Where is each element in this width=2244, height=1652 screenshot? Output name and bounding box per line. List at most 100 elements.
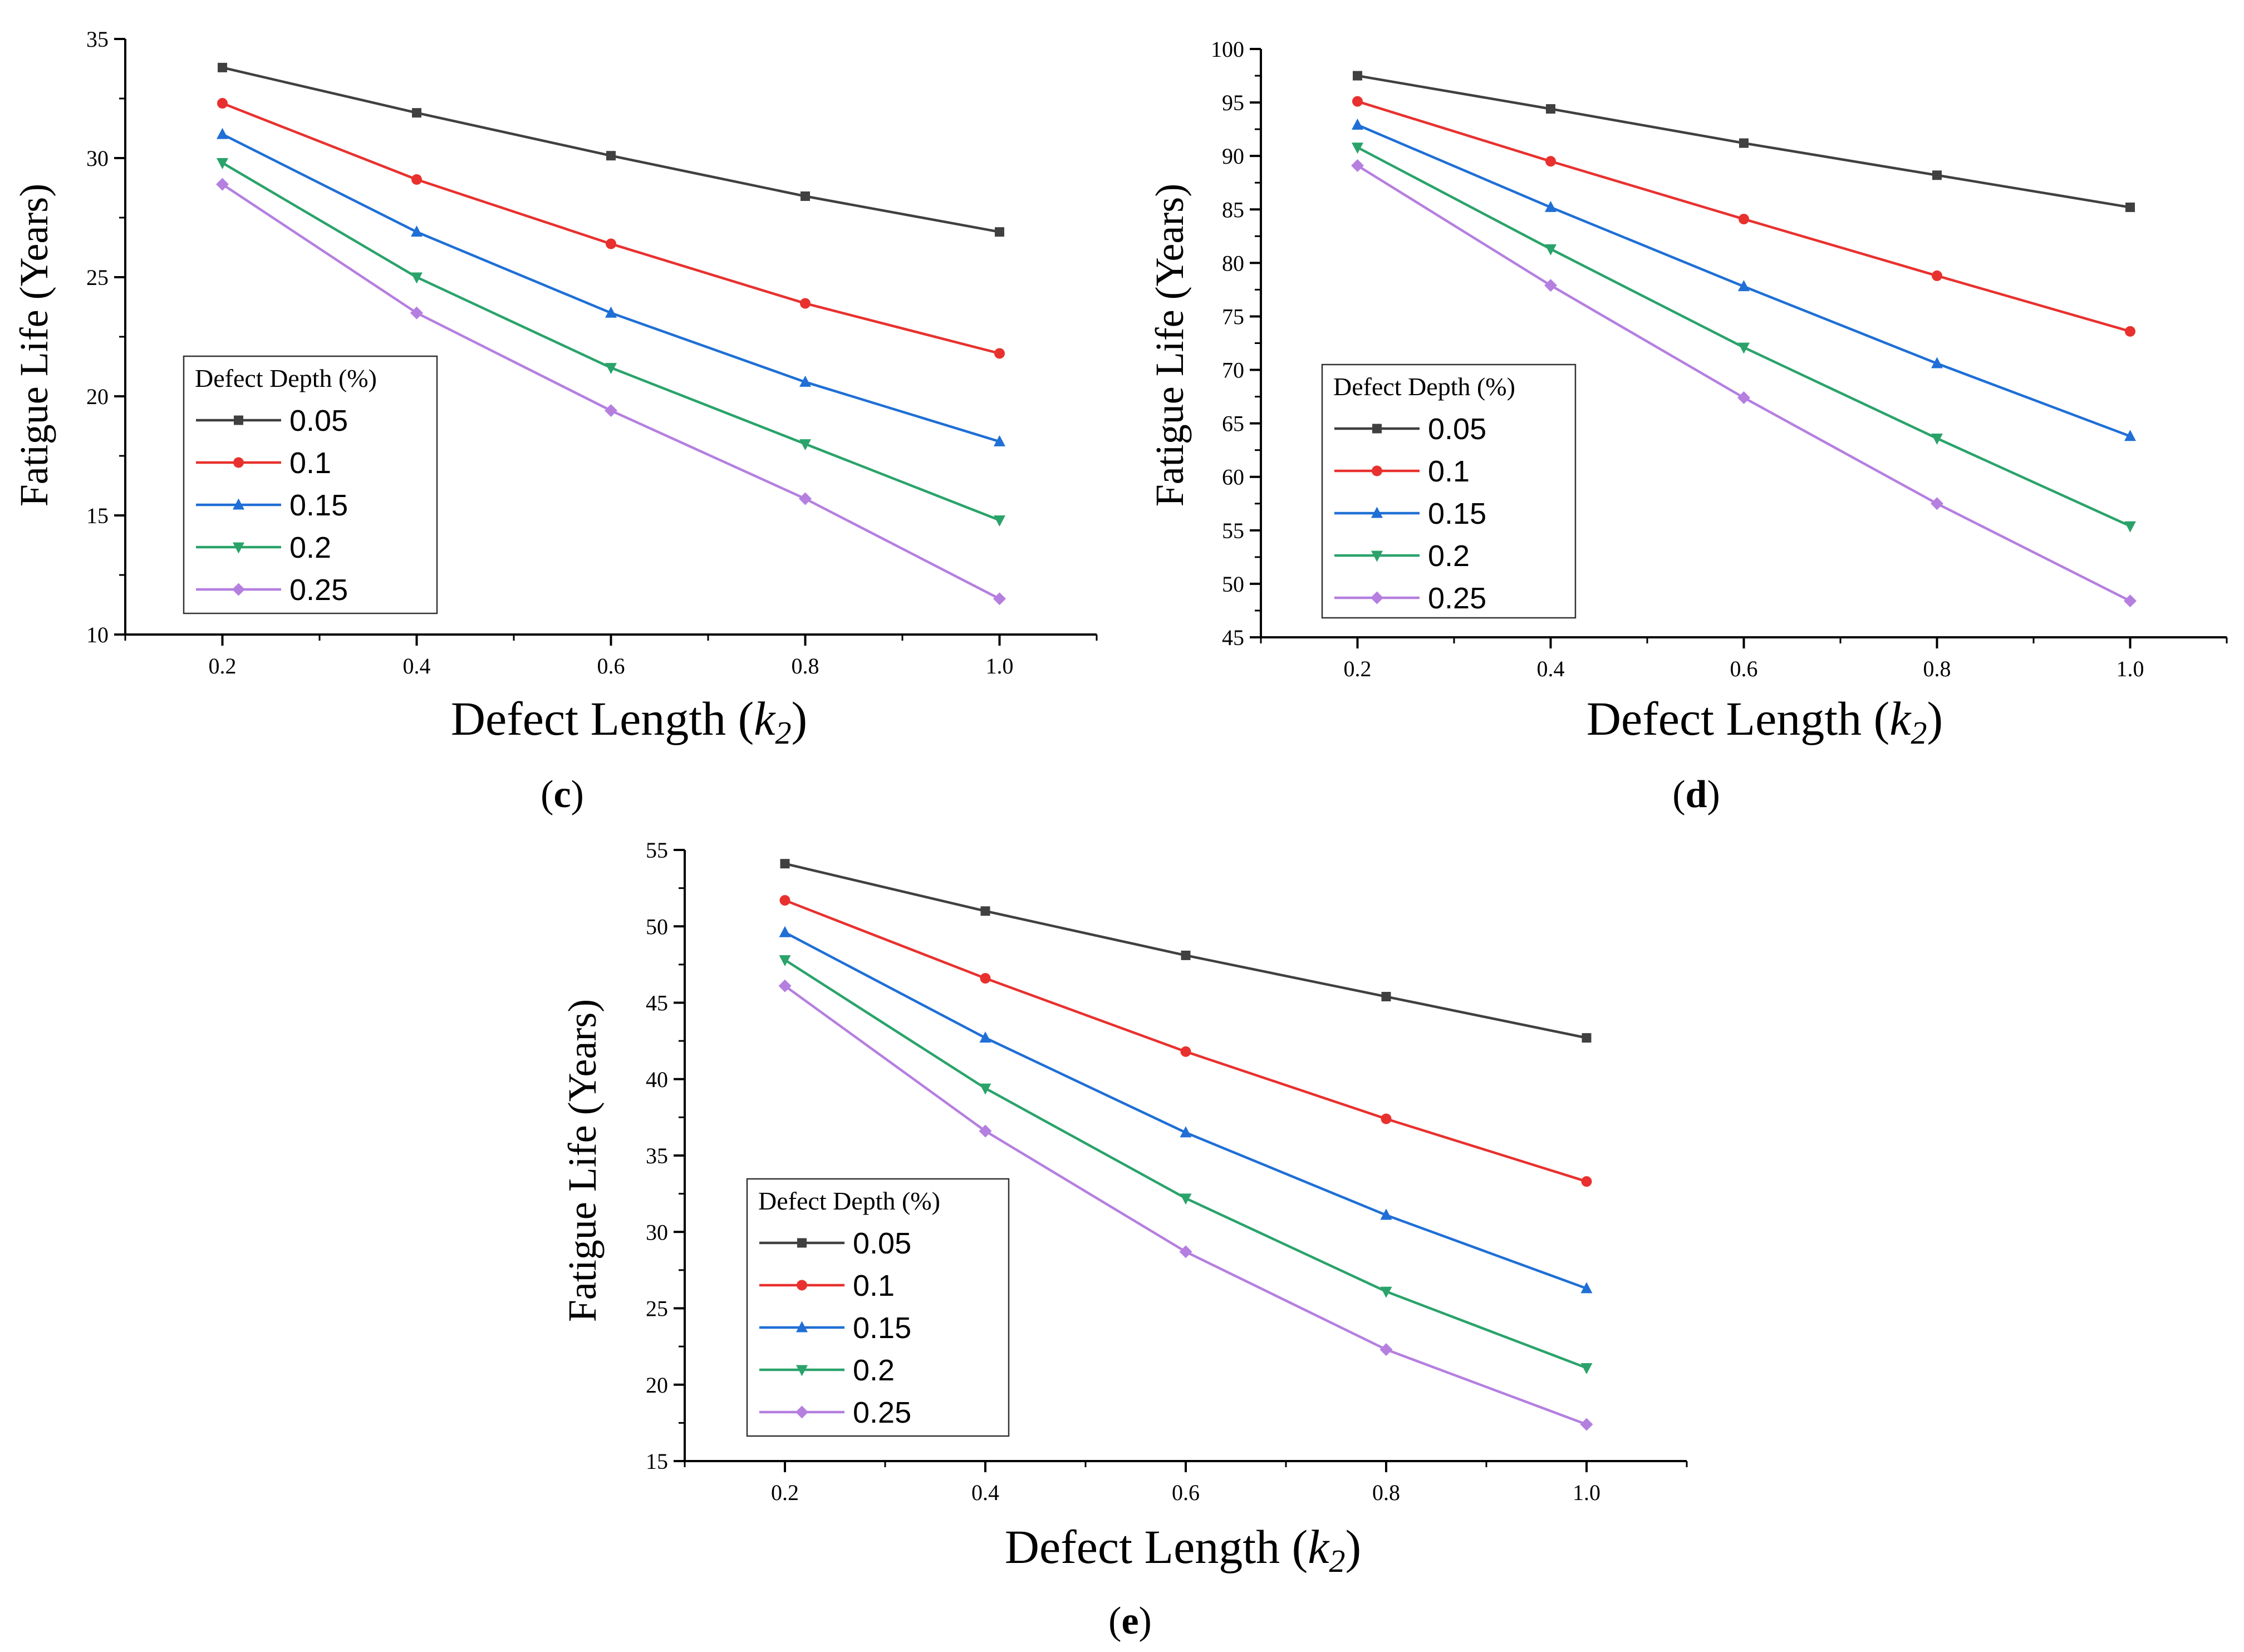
data-point — [1738, 280, 1750, 292]
series-0.05 — [218, 62, 1004, 237]
legend-marker — [232, 583, 245, 596]
legend-label: 0.25 — [289, 573, 348, 607]
y-tick-label: 90 — [1222, 144, 1244, 169]
legend-box — [746, 1178, 1010, 1437]
series-0.05 — [780, 859, 1592, 1043]
data-point — [2125, 202, 2135, 212]
series-0.1 — [217, 98, 1005, 359]
panel-label: (e) — [1108, 1600, 1152, 1643]
data-point — [1180, 1193, 1192, 1205]
data-point — [1738, 342, 1750, 354]
x-tick-label: 0.6 — [1172, 1480, 1200, 1505]
data-point — [1352, 118, 1363, 130]
data-point — [1739, 138, 1749, 148]
x-tick-label: 1.0 — [2117, 656, 2144, 681]
x-axis-title: Defect Length (k2) — [1587, 692, 1943, 751]
y-tick-label: 15 — [86, 503, 109, 528]
legend: Defect Depth (%) 0.05 0.1 0.15 0.2 0.25 — [746, 1178, 1010, 1437]
x-tick-label: 0.2 — [209, 653, 237, 678]
legend-label: 0.05 — [289, 404, 348, 437]
data-point — [1544, 279, 1557, 292]
data-point — [605, 306, 617, 318]
legend-title: Defect Depth (%) — [758, 1187, 940, 1215]
x-tick-label: 0.8 — [1923, 656, 1951, 681]
y-tick-label: 30 — [646, 1220, 668, 1245]
legend-label: 0.15 — [853, 1311, 911, 1345]
series-0.15 — [779, 926, 1593, 1294]
y-tick-label: 95 — [1222, 90, 1244, 115]
legend-label: 0.25 — [853, 1396, 911, 1429]
data-point — [1581, 1176, 1592, 1187]
data-point — [2124, 594, 2137, 608]
legend-marker — [1371, 550, 1383, 562]
series-0.15 — [217, 127, 1005, 446]
data-point — [217, 127, 228, 139]
y-tick-label: 10 — [86, 622, 109, 647]
legend-marker — [796, 1321, 808, 1333]
data-point — [799, 439, 811, 451]
x-tick-label: 0.4 — [971, 1480, 999, 1505]
legend-marker — [797, 1280, 807, 1291]
x-tick-label: 1.0 — [986, 653, 1014, 678]
legend-label: 0.2 — [853, 1354, 895, 1387]
series-0.2 — [1352, 142, 2136, 533]
y-tick-label: 100 — [1211, 37, 1244, 62]
series-0.2 — [217, 158, 1005, 527]
data-point — [1739, 214, 1749, 225]
x-tick-label: 0.2 — [771, 1480, 799, 1505]
data-point — [411, 272, 423, 284]
y-axis-title: Fatigue Life (Years) — [1147, 184, 1192, 507]
legend-label: 0.1 — [289, 446, 331, 480]
legend-title: Defect Depth (%) — [1333, 372, 1515, 401]
chart-panel-d: 45 50 55 60 65 70 75 80 85 90 95 100 0.2 0.4 0.6 0.8 1.0… — [1147, 37, 2228, 816]
legend-marker — [233, 542, 244, 554]
data-point — [217, 98, 228, 109]
legend-label: 0.25 — [1428, 582, 1486, 615]
y-axis-title: Fatigue Life (Years) — [560, 999, 605, 1322]
x-tick-label: 0.2 — [1344, 656, 1372, 681]
data-point — [1932, 170, 1942, 180]
data-point — [411, 174, 422, 185]
data-point — [1580, 1363, 1593, 1375]
y-tick-label: 20 — [646, 1373, 668, 1398]
legend-label: 0.05 — [1428, 412, 1486, 446]
data-point — [411, 225, 423, 237]
data-point — [980, 973, 991, 984]
data-point — [1580, 1282, 1593, 1294]
data-point — [800, 298, 811, 309]
y-tick-label: 80 — [1222, 250, 1244, 276]
legend-label: 0.2 — [1428, 539, 1470, 573]
data-point — [216, 178, 229, 191]
data-point — [979, 1031, 991, 1043]
data-point — [1180, 1126, 1192, 1138]
data-point — [1381, 992, 1391, 1002]
legend-marker — [1371, 591, 1383, 604]
x-tick-label: 0.8 — [792, 653, 819, 678]
legend-label: 0.15 — [1428, 497, 1486, 530]
legend-box — [183, 355, 438, 614]
data-point — [1180, 1046, 1191, 1057]
y-tick-label: 85 — [1222, 197, 1244, 222]
chart-panel-c: 10 15 20 25 30 35 0.2 0.4 0.6 0.8 1.0 Defect Length… — [12, 27, 1098, 816]
data-point — [1737, 391, 1750, 405]
legend-label: 0.2 — [289, 531, 331, 564]
panel-label: (c) — [541, 773, 584, 816]
series-0.05 — [1353, 71, 2135, 212]
data-point — [606, 238, 616, 249]
data-point — [218, 62, 227, 72]
data-point — [778, 979, 792, 992]
legend-title: Defect Depth (%) — [195, 364, 377, 392]
legend-marker — [796, 1405, 808, 1419]
y-tick-label: 35 — [646, 1143, 668, 1168]
data-point — [993, 592, 1006, 606]
data-point — [994, 435, 1005, 446]
y-tick-label: 65 — [1222, 411, 1244, 436]
data-point — [1931, 434, 1943, 445]
x-tick-label: 0.8 — [1372, 1480, 1400, 1505]
data-point — [1181, 950, 1191, 960]
series-0.1 — [1352, 96, 2135, 337]
data-point — [979, 1124, 992, 1138]
y-tick-label: 40 — [646, 1067, 668, 1092]
data-point — [1352, 96, 1363, 107]
